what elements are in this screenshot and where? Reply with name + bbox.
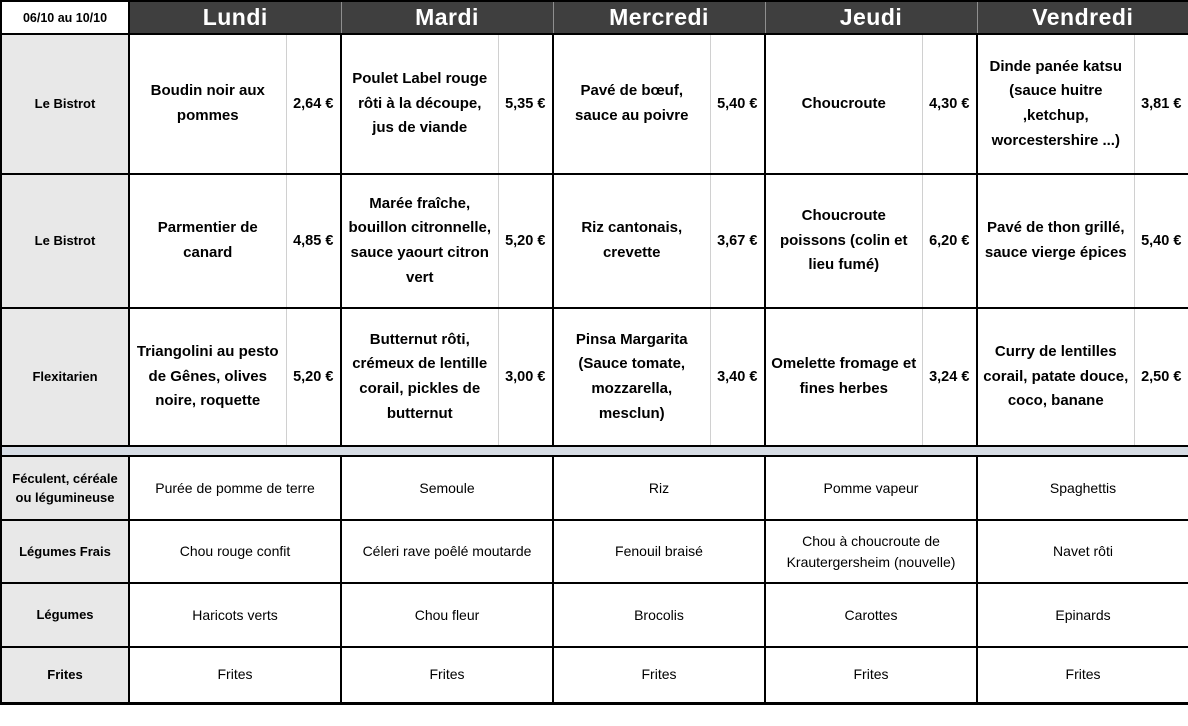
- day-header-lundi: Lundi: [128, 1, 341, 34]
- table-row: Frites Frites Frites Frites Frites Frite…: [1, 646, 1188, 703]
- menu-cell: Chou fleur: [340, 582, 553, 647]
- menu-cell: Chou rouge confit: [128, 519, 341, 583]
- menu-cell: Choucroute: [764, 33, 922, 174]
- menu-cell: Choucroute poissons (colin et lieu fumé): [764, 173, 922, 308]
- menu-cell: Brocolis: [552, 582, 765, 647]
- menu-cell: Parmentier de canard: [128, 173, 286, 308]
- table-row: Flexitarien Triangolini au pesto de Gêne…: [1, 307, 1188, 446]
- category-label: Le Bistrot: [1, 33, 129, 174]
- menu-cell: Haricots verts: [128, 582, 341, 647]
- menu-cell: Poulet Label rouge rôti à la découpe, ju…: [340, 33, 498, 174]
- price-cell: 3,67 €: [709, 173, 765, 308]
- table-row: Le Bistrot Boudin noir aux pommes 2,64 €…: [1, 33, 1188, 174]
- price-cell: 5,40 €: [1133, 173, 1188, 308]
- separator-band: [1, 445, 1188, 456]
- day-header-mercredi: Mercredi: [552, 1, 765, 34]
- menu-cell: Spaghettis: [976, 455, 1188, 520]
- price-cell: 2,50 €: [1133, 307, 1188, 446]
- price-cell: 5,20 €: [285, 307, 341, 446]
- price-cell: 5,20 €: [497, 173, 553, 308]
- price-cell: 3,24 €: [921, 307, 978, 446]
- menu-cell: Céleri rave poêlé moutarde: [340, 519, 553, 583]
- menu-cell: Carottes: [763, 582, 978, 647]
- price-cell: 3,00 €: [497, 307, 553, 446]
- menu-cell: Dinde panée katsu (sauce huitre ,ketchup…: [976, 33, 1135, 174]
- menu-cell: Frites: [552, 646, 765, 703]
- category-label: Frites: [1, 646, 129, 703]
- menu-cell: Chou à choucroute de Krautergersheim (no…: [763, 519, 978, 583]
- menu-cell: Riz cantonais, crevette: [552, 173, 710, 308]
- menu-cell: Fenouil braisé: [552, 519, 765, 583]
- menu-cell: Epinards: [976, 582, 1188, 647]
- menu-cell: Frites: [763, 646, 978, 703]
- menu-cell: Pavé de thon grillé, sauce vierge épices: [976, 173, 1135, 308]
- price-cell: 3,81 €: [1133, 33, 1188, 174]
- menu-cell: Triangolini au pesto de Gênes, olives no…: [128, 307, 286, 446]
- menu-cell: Frites: [340, 646, 553, 703]
- price-cell: 5,35 €: [497, 33, 553, 174]
- category-label: Féculent, céréale ou légumineuse: [1, 455, 129, 520]
- table-row: Féculent, céréale ou légumineuse Purée d…: [1, 455, 1188, 520]
- day-header-mardi: Mardi: [340, 1, 553, 34]
- menu-cell: Marée fraîche, bouillon citronnelle, sau…: [340, 173, 498, 308]
- day-header-jeudi: Jeudi: [764, 1, 978, 34]
- table-row: Légumes Haricots verts Chou fleur Brocol…: [1, 582, 1188, 647]
- menu-cell: Frites: [128, 646, 341, 703]
- category-label: Flexitarien: [1, 307, 129, 446]
- price-cell: 5,40 €: [709, 33, 765, 174]
- price-cell: 4,85 €: [285, 173, 341, 308]
- menu-cell: Semoule: [340, 455, 553, 520]
- menu-cell: Frites: [976, 646, 1188, 703]
- table-row: Le Bistrot Parmentier de canard 4,85 € M…: [1, 173, 1188, 308]
- weekly-menu-table: 06/10 au 10/10 Lundi Mardi Mercredi Jeud…: [0, 0, 1188, 705]
- menu-cell: Purée de pomme de terre: [128, 455, 341, 520]
- price-cell: 4,30 €: [921, 33, 978, 174]
- date-range: 06/10 au 10/10: [1, 1, 130, 34]
- menu-cell: Pomme vapeur: [763, 455, 978, 520]
- price-cell: 2,64 €: [285, 33, 341, 174]
- menu-cell: Curry de lentilles corail, patate douce,…: [976, 307, 1135, 446]
- table-row: Légumes Frais Chou rouge confit Céleri r…: [1, 519, 1188, 583]
- category-label: Le Bistrot: [1, 173, 129, 308]
- menu-cell: Boudin noir aux pommes: [128, 33, 286, 174]
- price-cell: 6,20 €: [921, 173, 978, 308]
- menu-cell: Omelette fromage et fines herbes: [764, 307, 922, 446]
- menu-cell: Navet rôti: [976, 519, 1188, 583]
- menu-cell: Pinsa Margarita (Sauce tomate, mozzarell…: [552, 307, 710, 446]
- menu-cell: Pavé de bœuf, sauce au poivre: [552, 33, 710, 174]
- category-label: Légumes: [1, 582, 129, 647]
- menu-cell: Butternut rôti, crémeux de lentille cora…: [340, 307, 498, 446]
- day-header-vendredi: Vendredi: [976, 1, 1188, 34]
- menu-cell: Riz: [552, 455, 765, 520]
- price-cell: 3,40 €: [709, 307, 765, 446]
- category-label: Légumes Frais: [1, 519, 129, 583]
